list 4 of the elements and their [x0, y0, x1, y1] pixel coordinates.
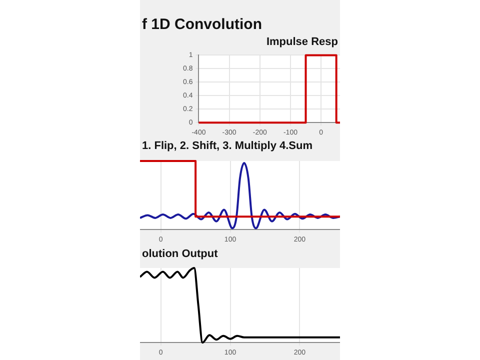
- text: f 1D Convolution: [142, 16, 262, 33]
- chart-title: olution Output: [142, 248, 218, 260]
- chart-title: Impulse Resp: [266, 36, 338, 48]
- chart-title: 1. Flip, 2. Shift, 3. Multiply 4.Sum: [142, 140, 313, 152]
